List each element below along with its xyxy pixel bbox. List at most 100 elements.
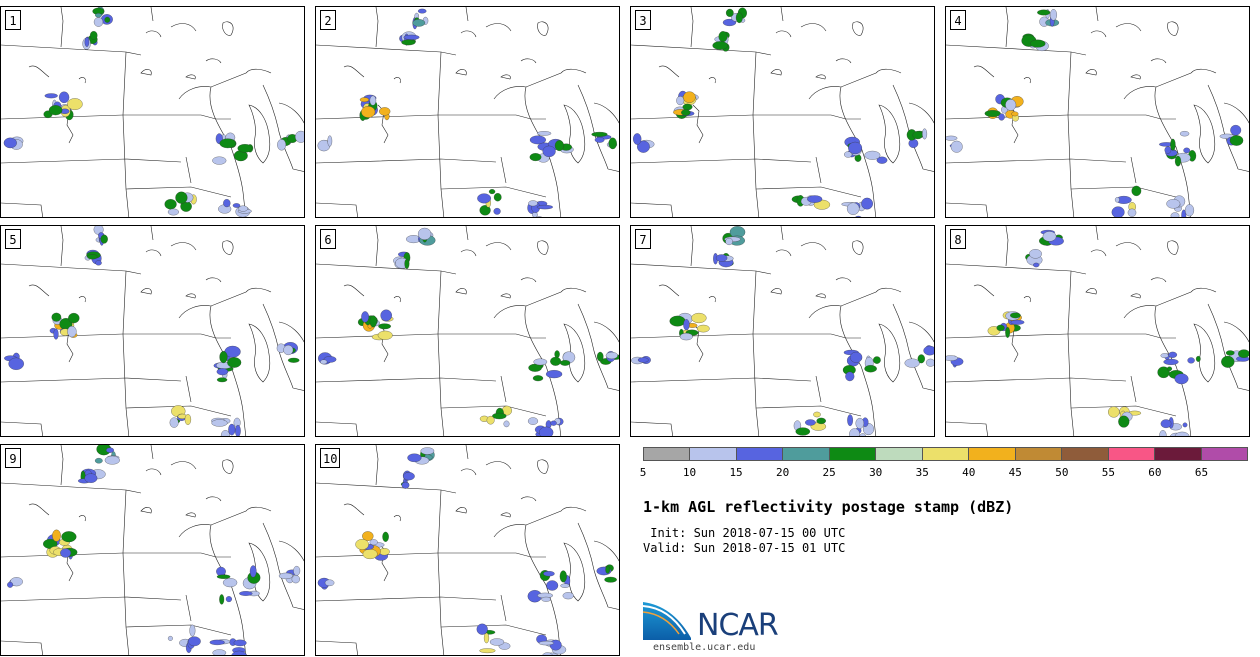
- map-svg: [631, 7, 934, 217]
- colorbar-tick: 15: [729, 466, 743, 479]
- echo-cell: [855, 417, 865, 429]
- echo-cell: [998, 113, 1005, 121]
- echo-cell: [95, 13, 102, 18]
- echo-cell: [669, 315, 686, 327]
- echo-cell: [805, 419, 816, 426]
- echo-cell: [1118, 415, 1130, 428]
- init-time: Init: Sun 2018-07-15 00 UTC: [643, 526, 846, 540]
- echo-cell: [401, 481, 410, 489]
- echo-cell: [562, 592, 574, 600]
- echo-cell: [44, 93, 58, 99]
- colorbar-tick: 25: [822, 466, 836, 479]
- echo-cell: [51, 312, 62, 322]
- echo-cell: [1127, 208, 1137, 217]
- echo-cell: [362, 531, 374, 541]
- echo-cell: [61, 531, 77, 543]
- echo-cell: [545, 370, 563, 379]
- colorbar-segment: [1108, 448, 1156, 460]
- echo-cell: [845, 371, 855, 382]
- echo-cell: [1108, 406, 1120, 418]
- echo-cell: [848, 141, 863, 155]
- map-svg: [1, 7, 304, 217]
- echo-cell: [87, 254, 98, 260]
- echo-cell: [104, 455, 120, 465]
- echo-cell: [1183, 147, 1191, 154]
- ncar-logo-icon: [643, 602, 691, 640]
- echo-cell: [604, 576, 617, 583]
- echo-cell: [538, 640, 554, 646]
- echo-cell: [637, 140, 650, 153]
- echo-cell: [861, 197, 873, 210]
- echo-cell: [1174, 431, 1190, 436]
- echo-cell: [596, 351, 604, 362]
- echo-cell: [188, 636, 201, 647]
- echo-cell: [68, 312, 80, 324]
- echo-cell: [550, 356, 562, 366]
- plot-title: 1-km AGL reflectivity postage stamp (dBZ…: [643, 498, 1014, 516]
- echo-cell: [404, 258, 410, 269]
- echo-cell: [637, 357, 649, 363]
- colorbar-tick: 60: [1148, 466, 1162, 479]
- echo-cell: [362, 548, 378, 560]
- echo-cell: [67, 98, 83, 110]
- colorbar-tick: 30: [869, 466, 883, 479]
- valid-time: Valid: Sun 2018-07-15 01 UTC: [643, 541, 846, 555]
- echo-cell: [483, 632, 490, 644]
- echo-cell: [1160, 353, 1169, 358]
- echo-cell: [60, 548, 72, 558]
- map-svg: [316, 226, 619, 436]
- echo-cell: [420, 447, 435, 455]
- echo-cell: [10, 577, 23, 587]
- member-panel-7: 7: [630, 225, 935, 437]
- member-label: 2: [320, 10, 336, 30]
- member-panel-3: 3: [630, 6, 935, 218]
- echo-cell: [681, 109, 691, 116]
- echo-cell: [106, 447, 114, 453]
- member-panel-2: 2: [315, 6, 620, 218]
- echo-cell: [946, 355, 958, 361]
- echo-cell: [1230, 124, 1242, 136]
- echo-cell: [1187, 357, 1195, 364]
- colorbar-segment: [969, 448, 1016, 460]
- echo-cell: [220, 430, 230, 436]
- echo-cell: [529, 153, 542, 162]
- echo-cell: [476, 623, 488, 635]
- member-panel-6: 6: [315, 225, 620, 437]
- echo-cell: [718, 31, 728, 43]
- echo-cell: [864, 365, 877, 373]
- echo-cell: [84, 37, 90, 47]
- member-label: 4: [950, 10, 966, 30]
- echo-cell: [676, 96, 685, 106]
- member-label: 8: [950, 229, 966, 249]
- echo-cell: [489, 638, 505, 646]
- echo-cell: [403, 34, 420, 40]
- echo-cell: [1225, 350, 1235, 356]
- echo-cell: [369, 539, 378, 546]
- echo-cell: [559, 360, 571, 366]
- echo-cell: [225, 596, 232, 603]
- echo-cell: [554, 140, 564, 152]
- echo-cell: [679, 332, 693, 341]
- colorbar-segment: [1062, 448, 1109, 460]
- echo-cell: [1238, 349, 1249, 358]
- echo-cell: [605, 565, 611, 574]
- echo-cell: [904, 358, 920, 368]
- echo-cell: [908, 138, 919, 148]
- echo-cell: [1221, 355, 1235, 368]
- echo-cell: [249, 565, 257, 578]
- echo-cell: [237, 144, 253, 153]
- echo-cell: [1164, 146, 1172, 154]
- echo-cell: [89, 31, 98, 40]
- echo-cell: [283, 344, 294, 356]
- member-panel-5: 5: [0, 225, 305, 437]
- echo-cell: [295, 130, 304, 143]
- echo-cell: [239, 591, 253, 596]
- colorbar-tick: 50: [1055, 466, 1069, 479]
- echo-cell: [844, 151, 853, 158]
- colorbar-tick: 10: [682, 466, 697, 479]
- colorbar-tick: 65: [1194, 466, 1209, 479]
- echo-cell: [167, 208, 179, 216]
- echo-cell: [377, 330, 393, 340]
- echo-cell: [849, 428, 860, 436]
- echo-cell: [1182, 422, 1188, 428]
